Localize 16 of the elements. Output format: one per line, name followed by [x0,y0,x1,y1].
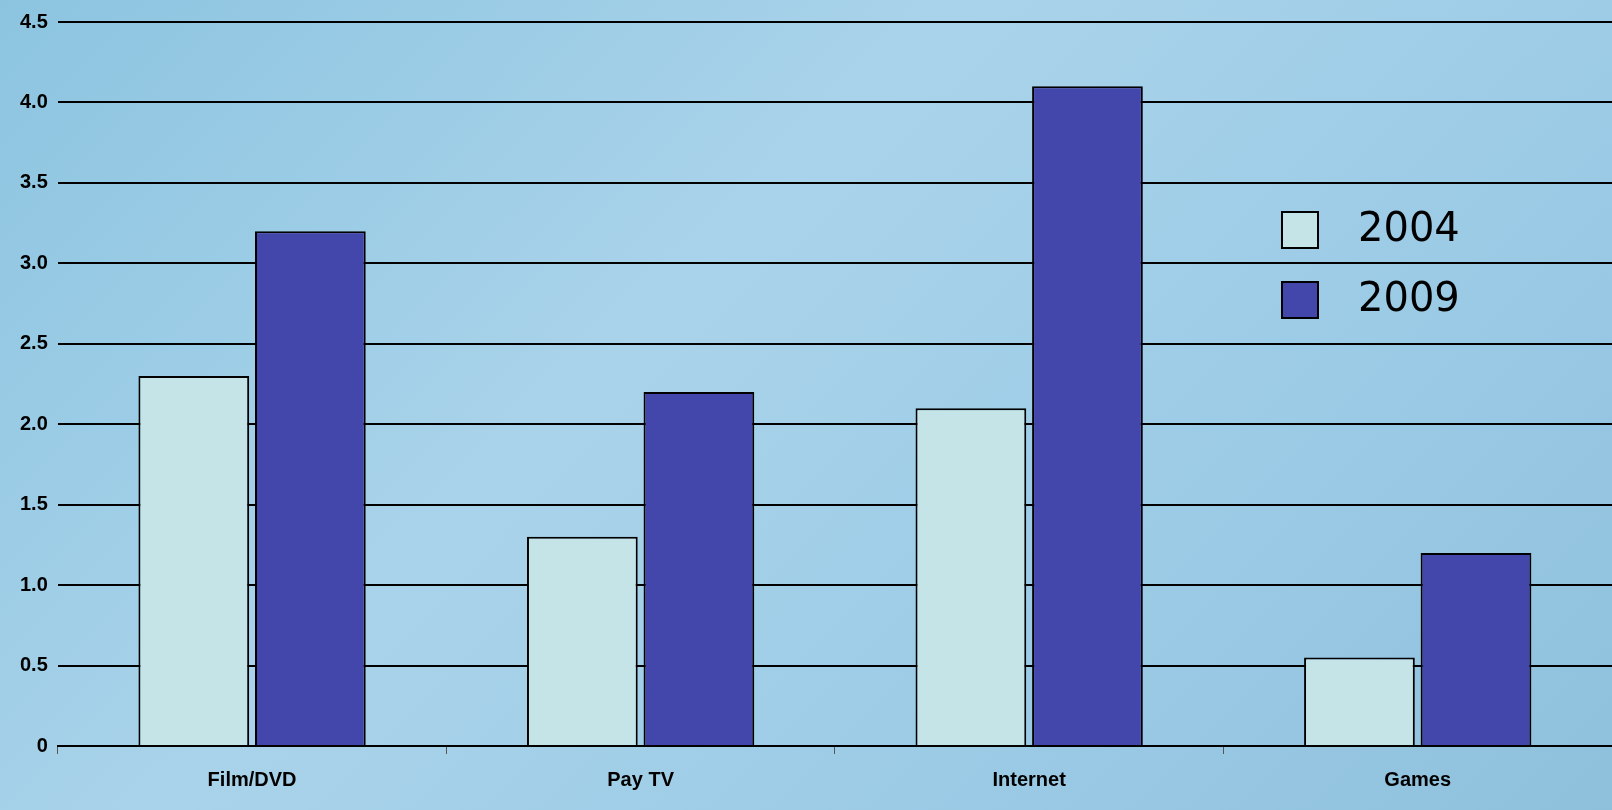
x-tick-label: Internet [992,767,1067,790]
x-tick-label: Games [1384,767,1452,790]
y-tick-label: 0 [36,733,48,756]
legend-label: 2004 [1358,204,1460,251]
x-tick-label: Pay TV [607,767,675,790]
y-tick-label: 1.5 [19,492,48,515]
y-tick-label: 1.0 [19,572,48,595]
x-tick-label: Film/DVD [207,767,297,790]
y-tick-label: 4.5 [19,9,48,32]
y-tick-label: 3.0 [19,250,48,273]
y-tick-label: 2.5 [19,331,48,354]
y-tick-label: 0.5 [19,653,48,676]
y-tick-label: 4.0 [19,89,48,112]
y-tick-label: 2.0 [19,411,48,434]
legend-label: 2009 [1358,274,1460,321]
y-tick-label: 3.5 [19,170,48,193]
